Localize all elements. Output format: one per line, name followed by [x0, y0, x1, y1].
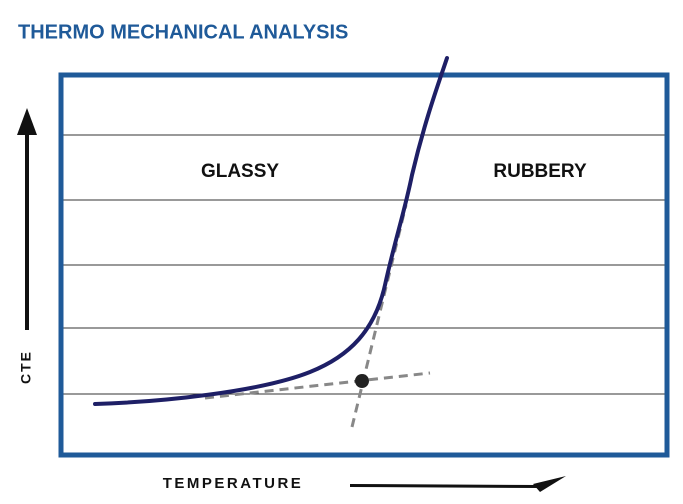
x-axis-label: TEMPERATURE — [163, 475, 304, 492]
tangents — [204, 204, 431, 428]
tg-point — [355, 374, 369, 388]
frame — [58, 72, 670, 458]
rubbery-tangent — [350, 204, 408, 428]
rubbery-label: RUBBERY — [493, 161, 587, 182]
x-arrow-head — [533, 476, 566, 492]
title: THERMO MECHANICAL ANALYSIS — [18, 21, 348, 43]
glassy-label: GLASSY — [201, 161, 279, 182]
glassy-tangent — [204, 371, 431, 400]
y-arrow-head — [17, 108, 37, 135]
x-arrow-shaft — [350, 484, 540, 488]
guide-lines — [60, 134, 668, 395]
y-axis-label: CTE — [18, 350, 34, 384]
tma-curve — [93, 56, 449, 406]
